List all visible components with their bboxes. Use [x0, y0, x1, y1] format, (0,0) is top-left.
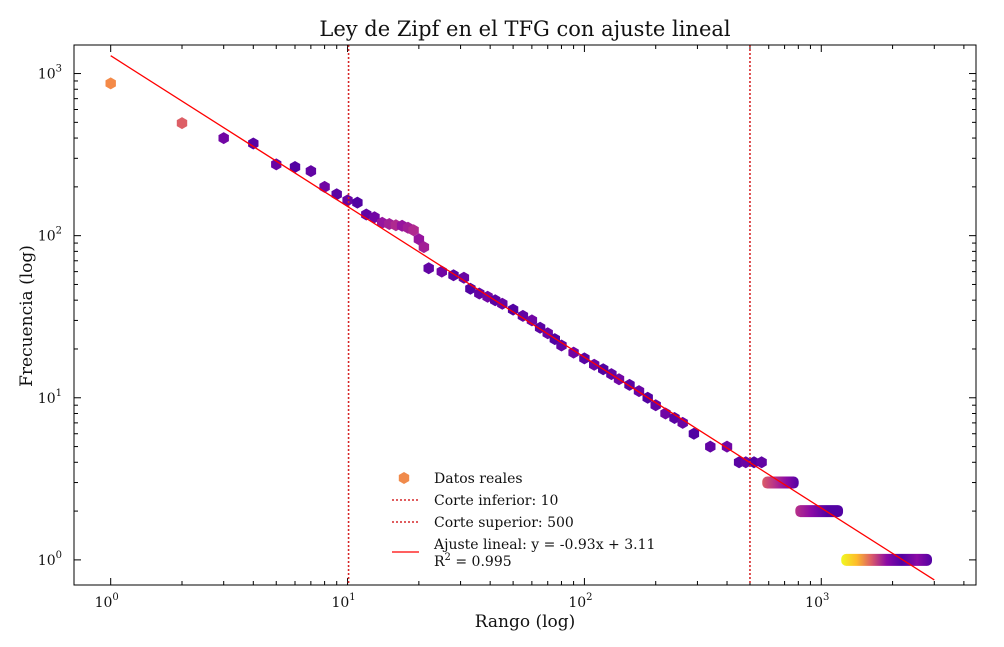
data-point [289, 161, 301, 173]
data-band [841, 553, 933, 566]
x-tick-label: 100 [95, 592, 119, 611]
data-point [688, 427, 700, 440]
data-point [218, 132, 229, 145]
r2-value: = 0.995 [451, 554, 512, 570]
plot-area [105, 45, 935, 585]
y-tick-label: 101 [38, 388, 62, 407]
y-tick-exponent: 0 [56, 550, 62, 561]
data-point [507, 303, 519, 316]
y-axis-label: Frecuencia (log) [17, 245, 37, 387]
legend-label-cutoff: Corte superior: 500 [434, 515, 574, 531]
x-axis-label: Rango (log) [475, 612, 576, 632]
x-tick-label: 102 [568, 592, 592, 611]
x-tick-label: 103 [805, 592, 829, 611]
r2-exponent: 2 [445, 552, 451, 563]
y-tick-exponent: 3 [56, 64, 62, 75]
plot-frame [73, 44, 977, 586]
y-tick-label: 103 [38, 64, 62, 83]
data-point [568, 346, 579, 359]
data-point [474, 287, 485, 300]
y-tick-exponent: 2 [56, 226, 62, 237]
data-point [342, 194, 353, 207]
data-point [526, 314, 538, 327]
data-point [413, 233, 425, 246]
legend-label-fit: Ajuste lineal: y = -0.93x + 3.11 [433, 537, 655, 553]
x-tick-exponent: 1 [349, 592, 355, 603]
fit-line [110, 55, 935, 581]
legend-marker-points [398, 472, 410, 484]
data-point [331, 188, 342, 201]
chart-title: Ley de Zipf en el TFG con ajuste lineal [319, 17, 731, 41]
x-tick-exponent: 0 [112, 592, 118, 603]
legend-label-cutoff: Corte inferior: 10 [434, 493, 558, 509]
data-point [176, 117, 188, 130]
x-tick-label: 101 [331, 592, 355, 611]
data-point [305, 165, 317, 178]
y-tick-label: 100 [38, 550, 62, 569]
data-point [556, 339, 567, 352]
x-tick-exponent: 2 [586, 592, 592, 603]
data-point [624, 378, 635, 391]
data-point [271, 158, 282, 171]
data-point [669, 412, 680, 424]
data-point [248, 137, 259, 150]
legend-label-r2: R2 = 0.995 [434, 552, 512, 570]
data-point [677, 416, 688, 429]
data-point [418, 241, 430, 254]
legend-label-points: Datos reales [434, 471, 523, 487]
data-point [740, 456, 751, 469]
x-tick-exponent: 3 [823, 592, 829, 603]
legend: Datos reales Corte inferior: 10 Corte supe… [392, 471, 655, 570]
data-point [105, 77, 116, 90]
data-point [705, 440, 716, 453]
data-point [352, 196, 363, 209]
data-point [408, 224, 419, 237]
data-point [517, 309, 529, 322]
data-point [436, 265, 447, 278]
y-tick-exponent: 1 [56, 388, 62, 399]
data-point [423, 262, 434, 275]
y-tick-label: 102 [38, 226, 62, 245]
data-point [458, 271, 470, 284]
data-point [650, 399, 661, 412]
data-point [756, 456, 767, 469]
